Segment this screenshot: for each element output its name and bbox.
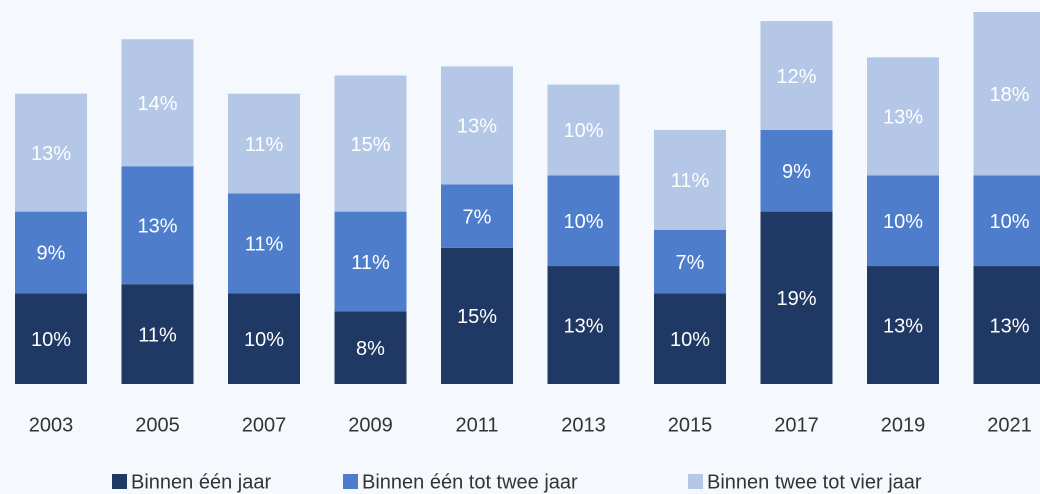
data-label: 14%	[137, 93, 177, 115]
bar-segment	[15, 211, 87, 294]
x-tick-label: 2007	[242, 414, 287, 436]
bar-segment	[547, 266, 620, 384]
bar-segment	[228, 293, 300, 384]
bar-segment	[334, 211, 407, 312]
bar-segment	[973, 175, 1040, 267]
bar-segment	[867, 175, 939, 267]
bar-segment	[867, 266, 939, 384]
data-label: 13%	[137, 216, 177, 238]
bar-segment	[547, 84, 620, 176]
legend-label: Binnen één jaar	[131, 471, 271, 493]
data-label: 19%	[776, 288, 816, 310]
data-label: 10%	[244, 329, 284, 351]
bar-segment	[547, 175, 620, 267]
data-label: 13%	[989, 315, 1029, 337]
data-label: 13%	[563, 315, 603, 337]
data-label: 10%	[563, 211, 603, 233]
bar-segment	[867, 57, 939, 176]
bar-segment	[973, 266, 1040, 384]
bar-segment	[15, 293, 87, 384]
data-label: 10%	[670, 329, 710, 351]
x-tick-label: 2005	[135, 414, 180, 436]
data-label: 10%	[563, 120, 603, 142]
data-label: 10%	[31, 329, 71, 351]
bar-segment	[121, 284, 194, 384]
data-label: 7%	[463, 206, 492, 228]
data-label: 10%	[883, 211, 923, 233]
bar-segment	[228, 93, 300, 194]
x-tick-label: 2013	[561, 414, 606, 436]
bar-segment	[760, 211, 833, 384]
bar-segment	[334, 75, 407, 212]
data-label: 11%	[245, 134, 284, 156]
bar-segment	[760, 21, 833, 130]
bar-segment	[441, 247, 513, 384]
bar-segment	[973, 12, 1040, 176]
data-label: 11%	[351, 252, 390, 274]
bar-segment	[441, 184, 513, 248]
data-label: 13%	[883, 107, 923, 129]
bar-segment	[15, 93, 87, 212]
data-label: 18%	[989, 84, 1029, 106]
x-tick-label: 2011	[455, 414, 498, 436]
data-label: 13%	[883, 315, 923, 337]
x-tick-label: 2009	[348, 414, 393, 436]
legend-label: Binnen één tot twee jaar	[362, 471, 578, 493]
bar-segment	[228, 193, 300, 294]
bar-segment	[654, 229, 726, 294]
bar-segment	[760, 129, 833, 212]
bar-segment	[654, 293, 726, 384]
legend-swatch	[112, 474, 127, 489]
legend-swatch	[343, 474, 358, 489]
data-label: 9%	[782, 161, 811, 183]
data-label: 10%	[989, 211, 1029, 233]
data-label: 15%	[350, 134, 390, 156]
data-label: 15%	[457, 306, 497, 328]
bar-segment	[121, 39, 194, 167]
data-label: 8%	[356, 338, 385, 360]
x-tick-label: 2017	[774, 414, 819, 436]
data-label: 7%	[676, 252, 705, 274]
bar-segment	[121, 166, 194, 285]
data-label: 11%	[671, 170, 710, 192]
legend-swatch	[688, 474, 703, 489]
data-label: 13%	[31, 143, 71, 165]
data-label: 11%	[245, 234, 284, 256]
x-tick-label: 2021	[987, 414, 1032, 436]
data-label: 13%	[457, 116, 497, 138]
data-label: 12%	[776, 66, 816, 88]
x-tick-label: 2019	[881, 414, 926, 436]
data-label: 11%	[138, 324, 177, 346]
bar-segment	[654, 129, 726, 230]
x-tick-label: 2015	[668, 414, 713, 436]
x-tick-label: 2003	[29, 414, 74, 436]
bar-segment	[441, 66, 513, 185]
bar-segment	[334, 311, 407, 384]
legend-label: Binnen twee tot vier jaar	[707, 471, 922, 493]
data-label: 9%	[37, 243, 66, 265]
